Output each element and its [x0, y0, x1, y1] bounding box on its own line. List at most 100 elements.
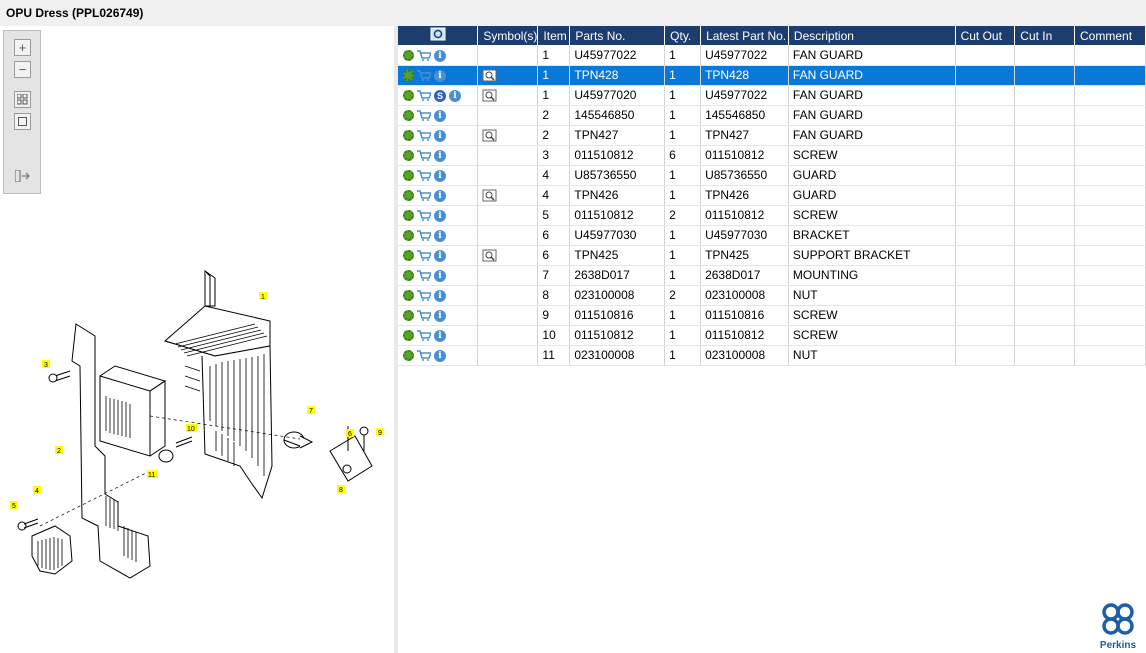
- info-icon[interactable]: i: [434, 269, 446, 282]
- col-header-comment[interactable]: Comment: [1074, 26, 1146, 45]
- col-header-actions[interactable]: [398, 26, 479, 45]
- fit-window-icon[interactable]: [14, 113, 31, 130]
- info-icon[interactable]: i: [434, 149, 446, 162]
- gear-icon[interactable]: [403, 150, 414, 162]
- cell-symbols: [477, 105, 539, 126]
- cell-latest-part-no: 2638D017: [700, 265, 789, 286]
- cell-cut-out: [955, 65, 1016, 86]
- cell-latest-part-no: TPN425: [700, 245, 789, 266]
- supersession-icon[interactable]: S: [434, 89, 446, 102]
- col-header-latest-part-no[interactable]: Latest Part No.: [700, 26, 789, 45]
- gear-icon[interactable]: [403, 290, 414, 302]
- gear-icon[interactable]: [403, 130, 414, 142]
- table-row[interactable]: i 11 023100008 1 023100008 NUT: [398, 345, 1146, 366]
- cell-symbols[interactable]: [477, 185, 539, 206]
- info-icon[interactable]: i: [434, 329, 446, 342]
- zoom-out-icon[interactable]: −: [14, 61, 31, 78]
- gear-icon[interactable]: [403, 70, 414, 82]
- callout-11: 11: [148, 472, 155, 479]
- col-header-description[interactable]: Description: [788, 26, 956, 45]
- zoom-in-icon[interactable]: +: [14, 39, 31, 56]
- table-row[interactable]: i 9 011510816 1 011510816 SCREW: [398, 305, 1146, 326]
- gear-icon[interactable]: [403, 210, 414, 222]
- gear-icon[interactable]: [403, 350, 414, 362]
- table-row[interactable]: i 8 023100008 2 023100008 NUT: [398, 285, 1146, 306]
- cell-item: 5: [537, 205, 571, 226]
- cell-cut-out: [955, 145, 1016, 166]
- exploded-parts-diagram: 1 2 3 4 5 6 7 8 9 10 11: [10, 270, 384, 579]
- table-row[interactable]: i 10 011510812 1 011510812 SCREW: [398, 325, 1146, 346]
- gear-icon[interactable]: [403, 90, 414, 102]
- table-row[interactable]: i 4 TPN426 1 TPN426 GUARD: [398, 185, 1146, 206]
- cell-symbols[interactable]: [477, 125, 539, 146]
- gear-icon[interactable]: [403, 330, 414, 342]
- info-icon[interactable]: i: [434, 229, 446, 242]
- cell-comment: [1074, 225, 1146, 246]
- cell-comment: [1074, 265, 1146, 286]
- info-icon[interactable]: i: [434, 109, 446, 122]
- info-icon[interactable]: i: [434, 129, 446, 142]
- info-icon[interactable]: i: [434, 209, 446, 222]
- cell-description: SCREW: [788, 145, 956, 166]
- cell-cut-in: [1014, 305, 1076, 326]
- info-icon[interactable]: i: [434, 309, 446, 322]
- table-row[interactable]: i 5 011510812 2 011510812 SCREW: [398, 205, 1146, 226]
- table-row[interactable]: i 1 U45977022 1 U45977022 FAN GUARD: [398, 45, 1146, 66]
- cart-icon: [417, 270, 431, 282]
- table-row[interactable]: i 1 TPN428 1 TPN428 FAN GUARD: [398, 65, 1146, 86]
- cell-comment: [1074, 325, 1146, 346]
- cell-qty: 1: [664, 305, 702, 326]
- table-row[interactable]: i 2 145546850 1 145546850 FAN GUARD: [398, 105, 1146, 126]
- cell-qty: 2: [664, 205, 702, 226]
- col-header-cut-in[interactable]: Cut In: [1014, 26, 1076, 45]
- table-row[interactable]: i 6 TPN425 1 TPN425 SUPPORT BRACKET: [398, 245, 1146, 266]
- table-row[interactable]: i 2 TPN427 1 TPN427 FAN GUARD: [398, 125, 1146, 146]
- table-row[interactable]: i 3 011510812 6 011510812 SCREW: [398, 145, 1146, 166]
- info-icon[interactable]: i: [434, 249, 446, 262]
- gear-icon[interactable]: [403, 170, 414, 182]
- layout-toggle-icon[interactable]: [14, 167, 31, 184]
- cell-item: 7: [537, 265, 571, 286]
- gear-icon[interactable]: [403, 270, 414, 282]
- info-icon[interactable]: i: [434, 69, 446, 82]
- cell-qty: 1: [664, 345, 702, 366]
- cell-latest-part-no: 011510812: [700, 205, 789, 226]
- col-header-item[interactable]: Item: [537, 26, 571, 45]
- cell-symbols[interactable]: [477, 65, 539, 86]
- table-row[interactable]: i 7 2638D017 1 2638D017 MOUNTING: [398, 265, 1146, 286]
- gear-icon[interactable]: [403, 310, 414, 322]
- cell-item: 11: [537, 345, 571, 366]
- table-row[interactable]: i 4 U85736550 1 U85736550 GUARD: [398, 165, 1146, 186]
- info-icon[interactable]: i: [434, 169, 446, 182]
- gear-icon[interactable]: [403, 190, 414, 202]
- gear-icon[interactable]: [403, 110, 414, 122]
- cell-symbols[interactable]: [477, 85, 539, 106]
- col-header-qty[interactable]: Qty.: [664, 26, 702, 45]
- cell-latest-part-no: 011510816: [700, 305, 789, 326]
- cell-item: 1: [537, 65, 571, 86]
- info-icon[interactable]: i: [434, 49, 446, 62]
- diagram-pane[interactable]: + −: [0, 26, 394, 653]
- info-icon[interactable]: i: [449, 89, 461, 102]
- fit-all-icon[interactable]: [14, 91, 31, 108]
- cell-cut-out: [955, 305, 1016, 326]
- cell-qty: 1: [664, 85, 702, 106]
- info-icon[interactable]: i: [434, 289, 446, 302]
- gear-icon[interactable]: [403, 50, 414, 62]
- table-row[interactable]: i 6 U45977030 1 U45977030 BRACKET: [398, 225, 1146, 246]
- cart-icon: [417, 310, 431, 322]
- col-header-parts-no[interactable]: Parts No.: [569, 26, 666, 45]
- info-icon[interactable]: i: [434, 349, 446, 362]
- gear-icon[interactable]: [403, 250, 414, 262]
- cell-qty: 1: [664, 65, 702, 86]
- pane-splitter[interactable]: [394, 26, 398, 653]
- info-icon[interactable]: i: [434, 189, 446, 202]
- col-header-symbols[interactable]: Symbol(s): [477, 26, 539, 45]
- col-header-cut-out[interactable]: Cut Out: [955, 26, 1016, 45]
- cell-symbols[interactable]: [477, 245, 539, 266]
- illustration-symbol-icon: [482, 189, 497, 202]
- gear-icon[interactable]: [403, 230, 414, 242]
- part-bracket-drawing: [71, 323, 167, 579]
- cell-cut-out: [955, 85, 1016, 106]
